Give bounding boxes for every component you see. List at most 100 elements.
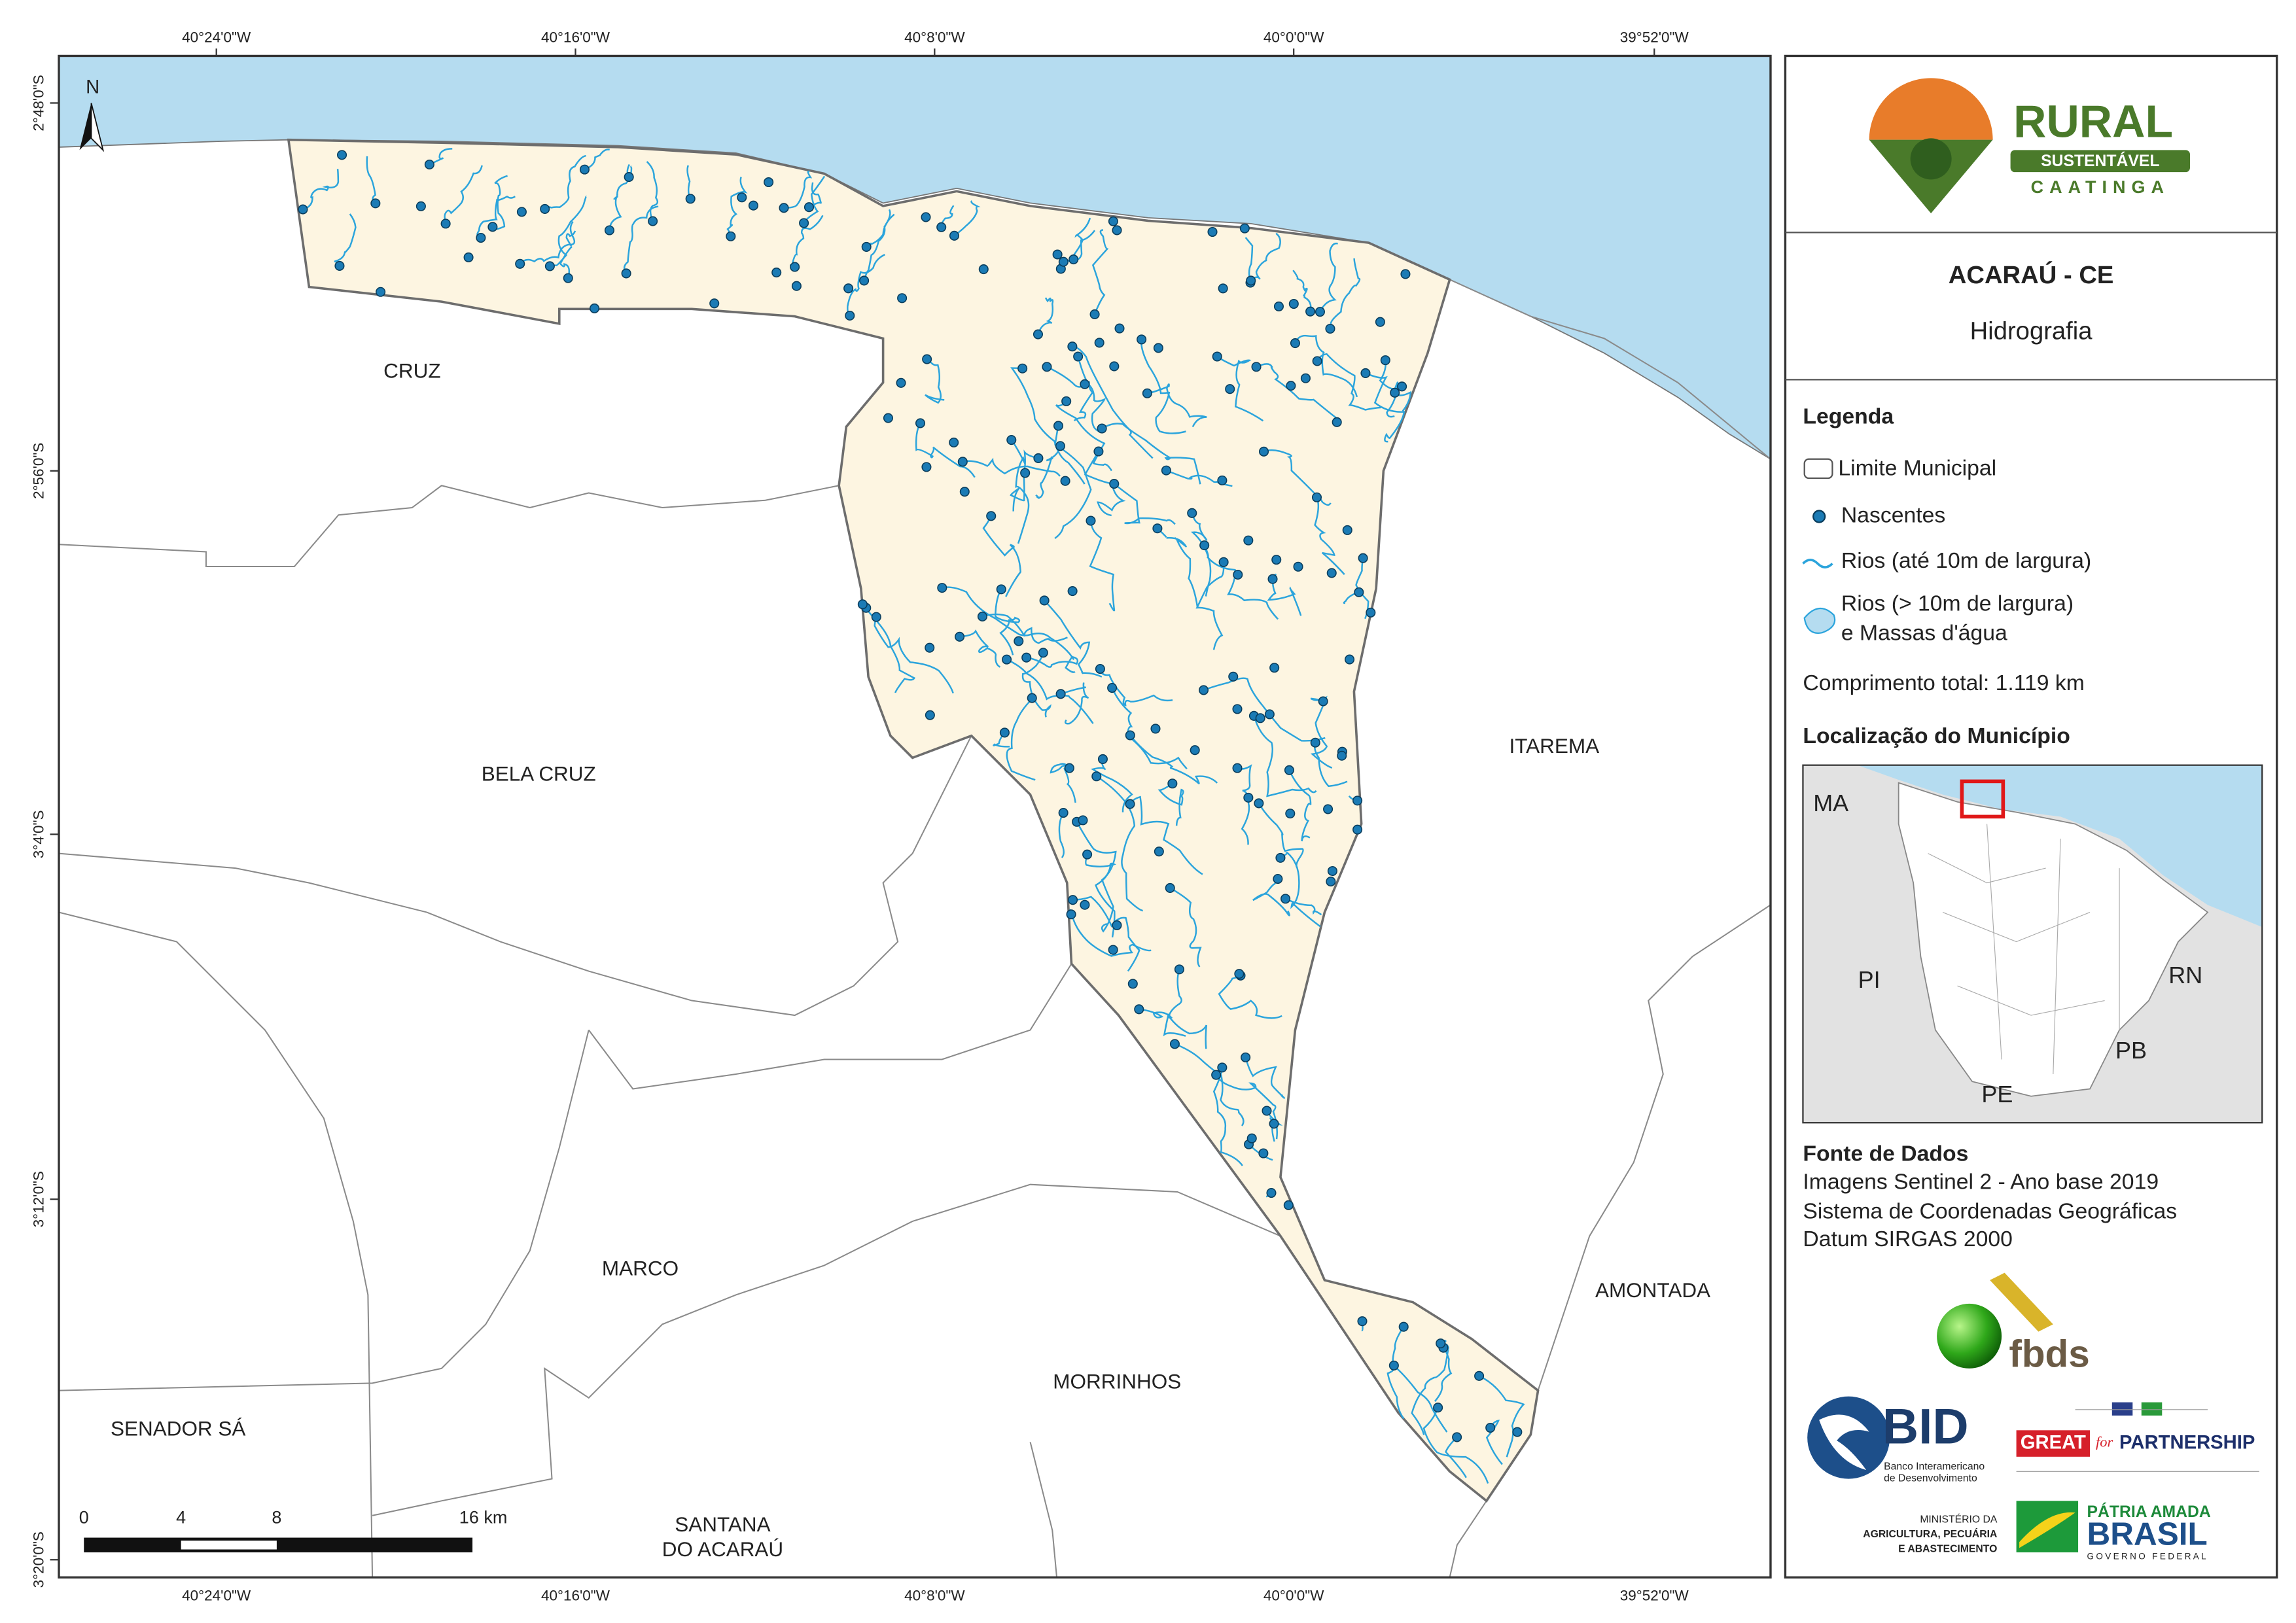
spring [1006, 435, 1017, 445]
longitude-label: 39°52'0"W [1620, 1587, 1689, 1603]
spring [1078, 815, 1088, 826]
spring [921, 212, 931, 222]
boundary [59, 1030, 590, 1391]
spring [1142, 388, 1152, 398]
spring [1127, 979, 1138, 989]
spring [1262, 1106, 1272, 1116]
municipality-label: SANTANA [675, 1512, 770, 1536]
spring [1097, 754, 1108, 764]
logo-band-text: SUSTENTÁVEL [2041, 152, 2159, 170]
municipality-label: AMONTADA [1595, 1278, 1710, 1302]
river [726, 177, 748, 237]
logo-government: MINISTÉRIO DA AGRICULTURA, PECUÁRIA E AB… [1863, 1501, 2211, 1561]
spring [1125, 799, 1135, 809]
longitude-label: 40°24'0"W [182, 29, 251, 45]
spring [1360, 368, 1371, 378]
river [476, 196, 516, 239]
map-labels: 40°24'0"W 40°24'0"W 40°16'0"W 40°16'0"W 40°8… [31, 29, 1710, 1603]
river [784, 170, 813, 209]
boundary [1029, 1442, 1058, 1578]
river [1313, 742, 1348, 788]
boundary [372, 1183, 1281, 1516]
spring [1094, 338, 1104, 348]
br-flag [2141, 1402, 2163, 1416]
spring [1067, 341, 1078, 352]
latitude-label: 2°48'0"S [31, 75, 47, 131]
logo-bid: BID Banco Interamericano de Desenvolvime… [1807, 1396, 1985, 1484]
spring [921, 462, 932, 472]
river [429, 148, 453, 166]
spring [1073, 351, 1084, 362]
spring [1388, 1360, 1399, 1370]
municipality-label: BELA CRUZ [482, 762, 596, 786]
river [982, 613, 1068, 644]
spring [1112, 920, 1122, 930]
spring [1327, 865, 1337, 877]
boundary [59, 911, 374, 1578]
uk-flag [2111, 1402, 2133, 1416]
legend-symbol-limit [1803, 458, 1833, 480]
river [1253, 715, 1317, 797]
spring [1218, 557, 1229, 567]
brasil-top: PÁTRIA AMADA [2087, 1503, 2211, 1521]
river [302, 169, 340, 211]
boundary [1449, 1500, 1487, 1578]
logo-sun [1869, 78, 1993, 140]
spring [1167, 778, 1178, 789]
river [1216, 356, 1264, 422]
spring [1198, 685, 1209, 695]
spring [859, 275, 870, 286]
legend-total: Comprimento total: 1.119 km [1803, 671, 2084, 695]
ministry-line: E ABASTECIMENTO [1898, 1544, 1997, 1555]
spring [1069, 254, 1079, 265]
ministry-line: AGRICULTURA, PECUÁRIA [1863, 1527, 1997, 1540]
spring [1318, 696, 1328, 707]
river [1245, 237, 1254, 283]
logo-fbds: fbds [1937, 1272, 2090, 1375]
inset-frame [1802, 764, 2263, 1124]
spring [1055, 689, 1066, 699]
river [1165, 469, 1233, 487]
spring [957, 457, 968, 467]
inset-map: MA PI RN PB PE [1802, 764, 2263, 1124]
boundary [59, 735, 972, 1017]
spring [799, 218, 809, 228]
river [1190, 513, 1212, 597]
scale-label: 0 [79, 1507, 89, 1527]
river [1091, 229, 1109, 315]
spring [1218, 283, 1228, 294]
river [1285, 898, 1322, 916]
spring [1258, 1148, 1269, 1159]
river [1157, 782, 1184, 826]
spring [1107, 683, 1118, 693]
spring [337, 150, 347, 160]
spring [1093, 446, 1104, 457]
scale-bar-white [181, 1541, 277, 1550]
river [491, 175, 508, 230]
river [847, 254, 885, 317]
spring [1080, 899, 1090, 910]
spring [1255, 713, 1265, 724]
river [1252, 878, 1290, 916]
river [1026, 655, 1079, 673]
spring [1232, 704, 1243, 714]
panel-subtitle: Hidrografia [1970, 317, 2093, 345]
spring [1512, 1427, 1523, 1437]
river [366, 156, 376, 204]
river [1021, 652, 1051, 718]
spring [1280, 894, 1291, 904]
spring [1061, 396, 1072, 406]
north-label: N [86, 77, 99, 98]
river [1099, 669, 1173, 707]
spring [1152, 523, 1163, 534]
spring [959, 487, 970, 497]
spring [1312, 356, 1322, 366]
logo-region: CAATINGA [2031, 177, 2170, 197]
river [584, 148, 610, 171]
great-text: GREAT [2021, 1432, 2086, 1453]
bid-emblem-wave [1819, 1414, 1869, 1471]
spring [1269, 1119, 1279, 1129]
brasil-bottom: GOVERNO FEDERAL [2087, 1551, 2208, 1561]
spring [579, 164, 590, 175]
spring [1154, 846, 1164, 857]
